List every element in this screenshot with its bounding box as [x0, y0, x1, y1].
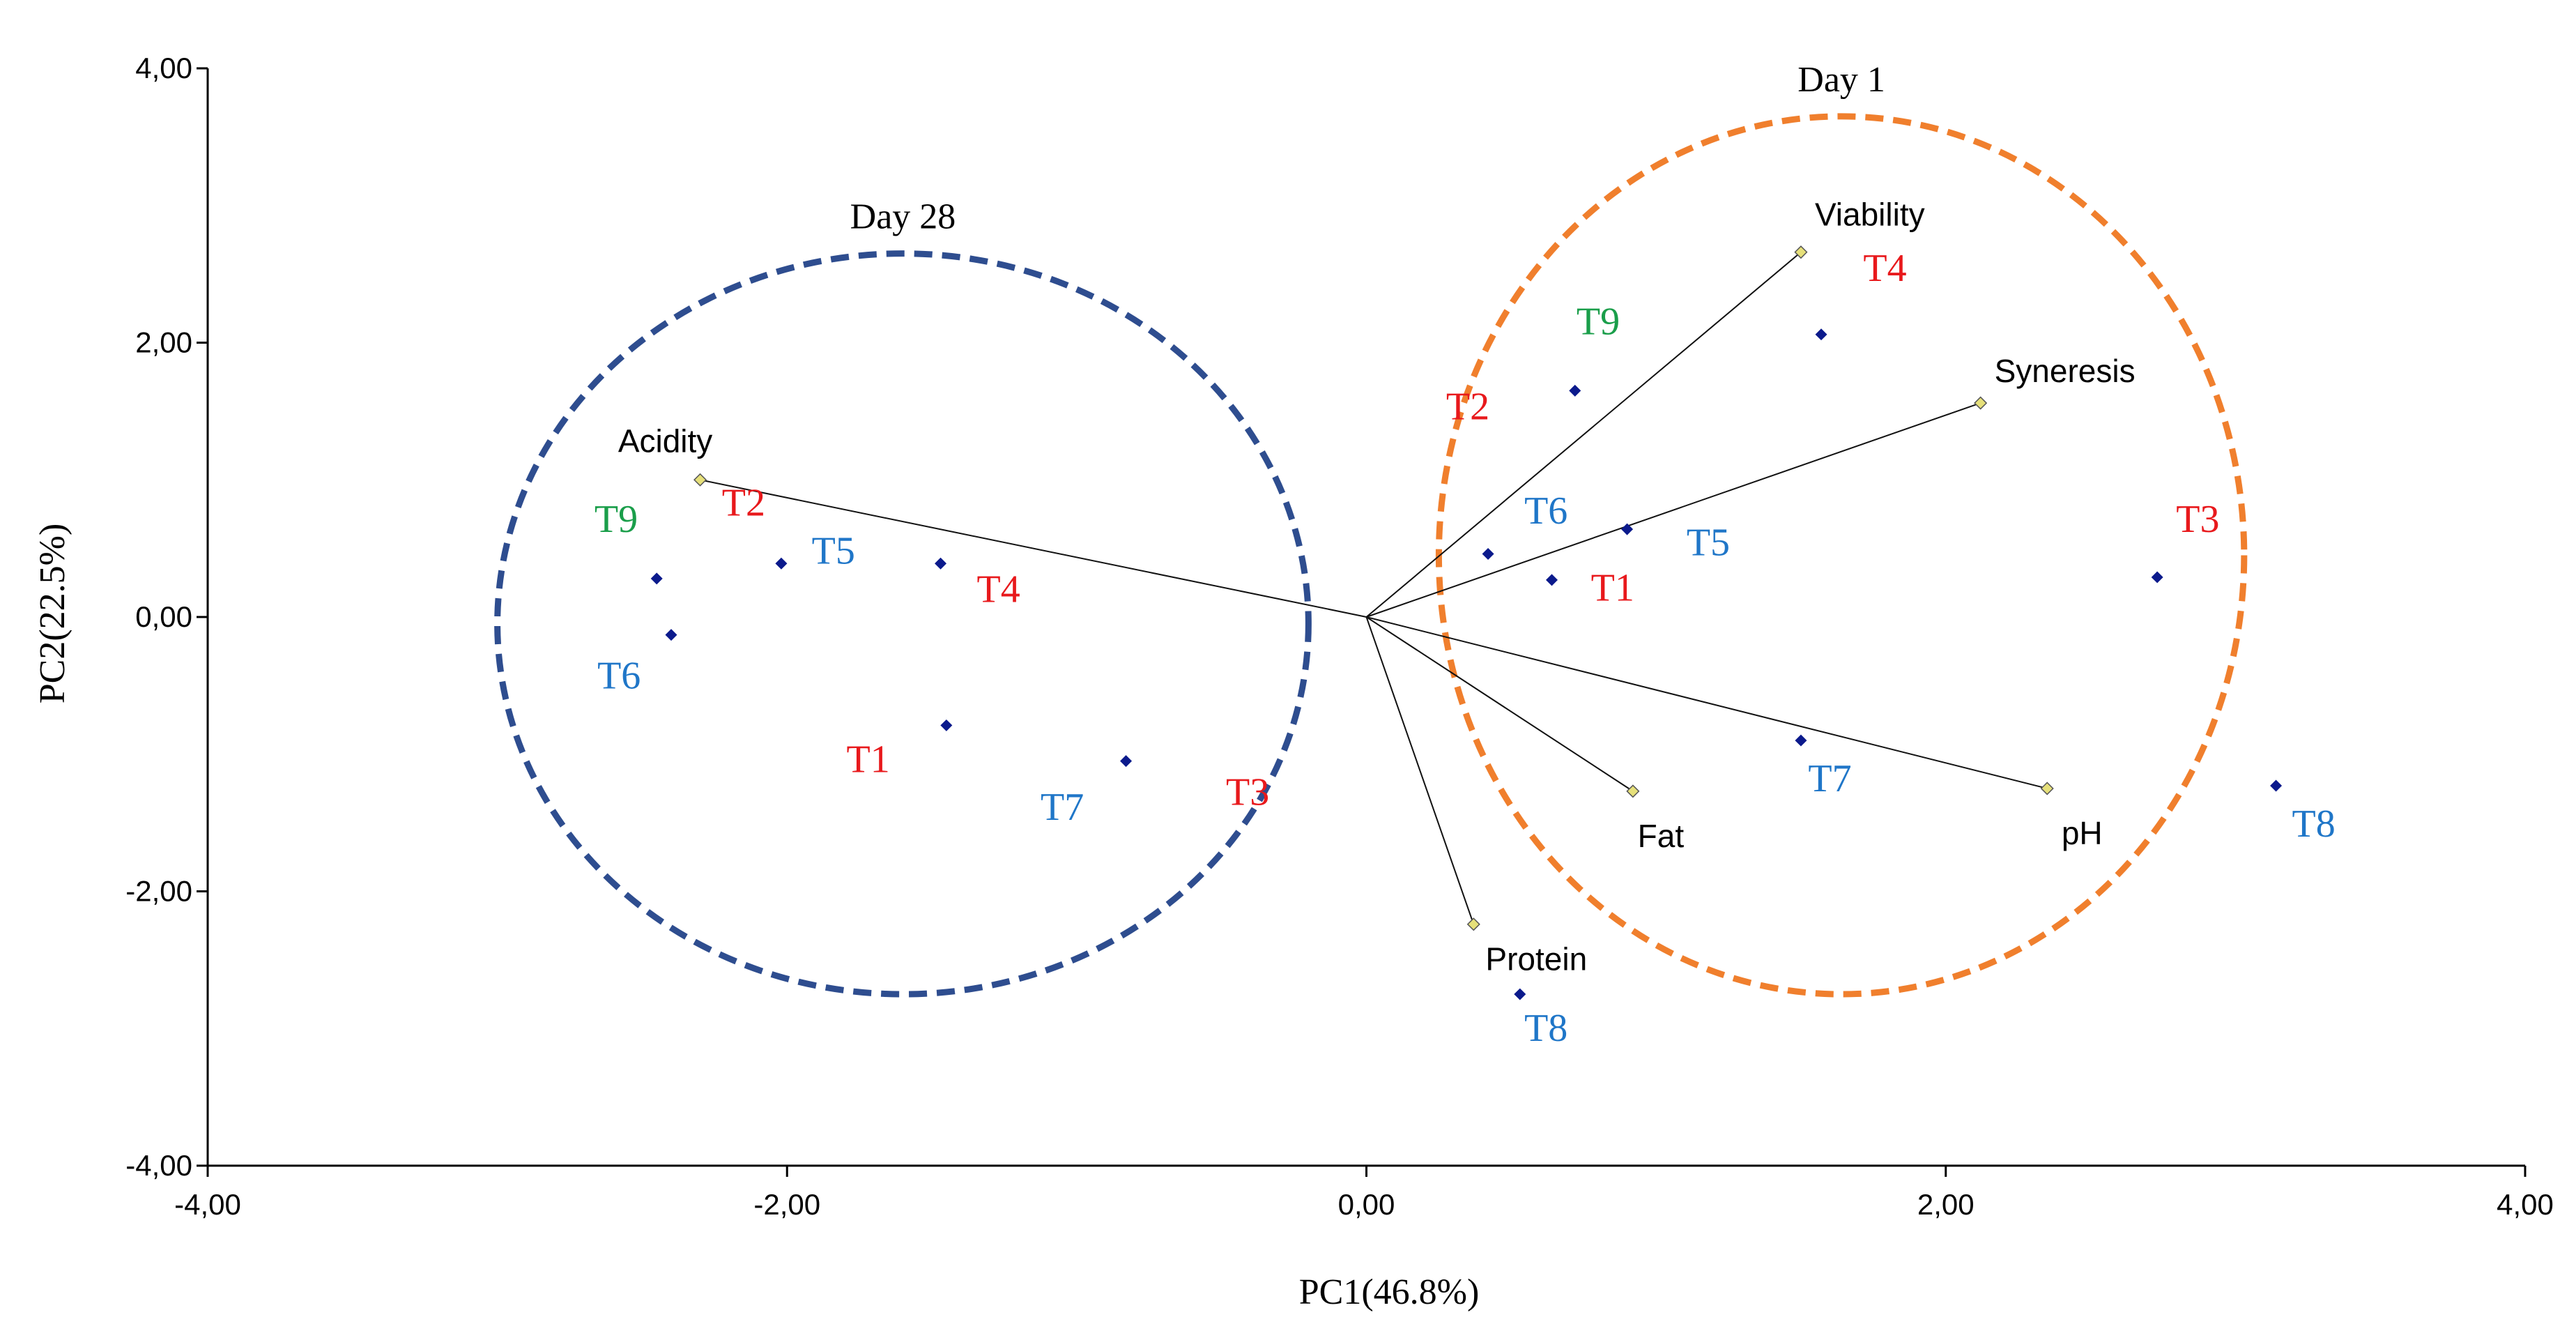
x-axis-label: PC1(46.8%) [1299, 1272, 1480, 1312]
loading-vector [1365, 616, 1475, 925]
observation-point [1546, 574, 1558, 586]
group-label: Day 28 [850, 197, 956, 237]
observation-label: T2 [722, 481, 765, 524]
observation-label: T5 [1687, 521, 1730, 564]
observation-labels: T9 T2 T5 T4 T6 T1 T7 T3 T9 T4 T2 T6 T5 T1 T3 T7 T8 T8 [595, 247, 2336, 1050]
group-circle-day-1 [1435, 113, 2248, 998]
observation-point [2151, 571, 2163, 584]
observation-label: T3 [1226, 771, 1269, 814]
observation-label: T1 [847, 738, 890, 781]
loading-marker [1626, 784, 1640, 798]
observation-label: T9 [1577, 300, 1620, 344]
loading-vector [1366, 402, 1981, 618]
loading-vectors: Viability Syneresis Acidity Fat pH Protein [618, 197, 2136, 977]
loading-vector [1365, 251, 1802, 618]
observation-label: T8 [1524, 1007, 1567, 1050]
observation-label: T2 [1446, 386, 1489, 429]
y-tick-label: 2,00 [135, 326, 192, 359]
loading-label-acidity: Acidity [618, 422, 712, 459]
loading-label-protein: Protein [1485, 941, 1587, 977]
observation-label: T8 [2292, 802, 2335, 846]
loading-label-fat: Fat [1638, 818, 1685, 854]
loading-label-syneresis: Syneresis [1995, 353, 2136, 389]
x-tick-label: 0,00 [1338, 1188, 1395, 1221]
observation-label: T5 [812, 529, 855, 572]
y-tick-label: -2,00 [125, 875, 192, 908]
group-circle-day-28 [494, 250, 1312, 998]
x-tick-label: 4,00 [2497, 1188, 2554, 1221]
observation-label: T9 [595, 498, 638, 541]
observation-label: T3 [2176, 498, 2219, 541]
observation-point [665, 629, 677, 641]
y-axis-label: PC2(22.5%) [33, 524, 72, 704]
observation-point [1514, 988, 1526, 1000]
loading-label-ph: pH [2062, 815, 2103, 851]
observation-point [1815, 328, 1827, 341]
x-tick-label: -4,00 [174, 1188, 241, 1221]
x-tick-label: -2,00 [753, 1188, 820, 1221]
y-tick-label: -4,00 [125, 1149, 192, 1182]
observation-label: T4 [977, 568, 1020, 611]
observation-label: T7 [1041, 786, 1084, 829]
loading-marker [693, 473, 707, 487]
loading-marker [2040, 782, 2054, 795]
loading-vector [1365, 616, 1634, 792]
axes: -4,00 -2,00 0,00 2,00 4,00 4,00 2,00 0,00 -2,00 -… [125, 52, 2554, 1221]
observation-point [940, 719, 953, 731]
observation-label: T6 [1524, 489, 1567, 533]
y-tick-label: 0,00 [135, 600, 192, 633]
observation-point [1120, 755, 1133, 768]
observation-point [1621, 523, 1634, 535]
x-tick-label: 2,00 [1917, 1188, 1975, 1221]
loading-marker [1974, 396, 1988, 410]
group-label: Day 1 [1797, 60, 1885, 100]
observation-point [1569, 384, 1581, 397]
observation-point [650, 572, 663, 585]
observation-point [1795, 734, 1807, 747]
observation-point [775, 557, 788, 570]
loading-marker [1794, 245, 1808, 259]
observation-point [1482, 548, 1494, 560]
loading-label-viability: Viability [1815, 197, 1925, 233]
observation-label: T6 [597, 654, 641, 697]
y-tick-label: 4,00 [135, 52, 192, 84]
observation-label: T4 [1863, 247, 1906, 290]
loading-vector [700, 479, 1367, 618]
observation-label: T1 [1591, 566, 1634, 609]
observation-label: T7 [1808, 757, 1851, 800]
observation-point [2270, 779, 2283, 792]
observation-point [935, 557, 947, 570]
loading-marker [1466, 917, 1480, 931]
group-circles: Day 28 Day 1 [494, 60, 2248, 998]
loading-vector [1366, 616, 2048, 789]
observation-points [650, 328, 2283, 1000]
